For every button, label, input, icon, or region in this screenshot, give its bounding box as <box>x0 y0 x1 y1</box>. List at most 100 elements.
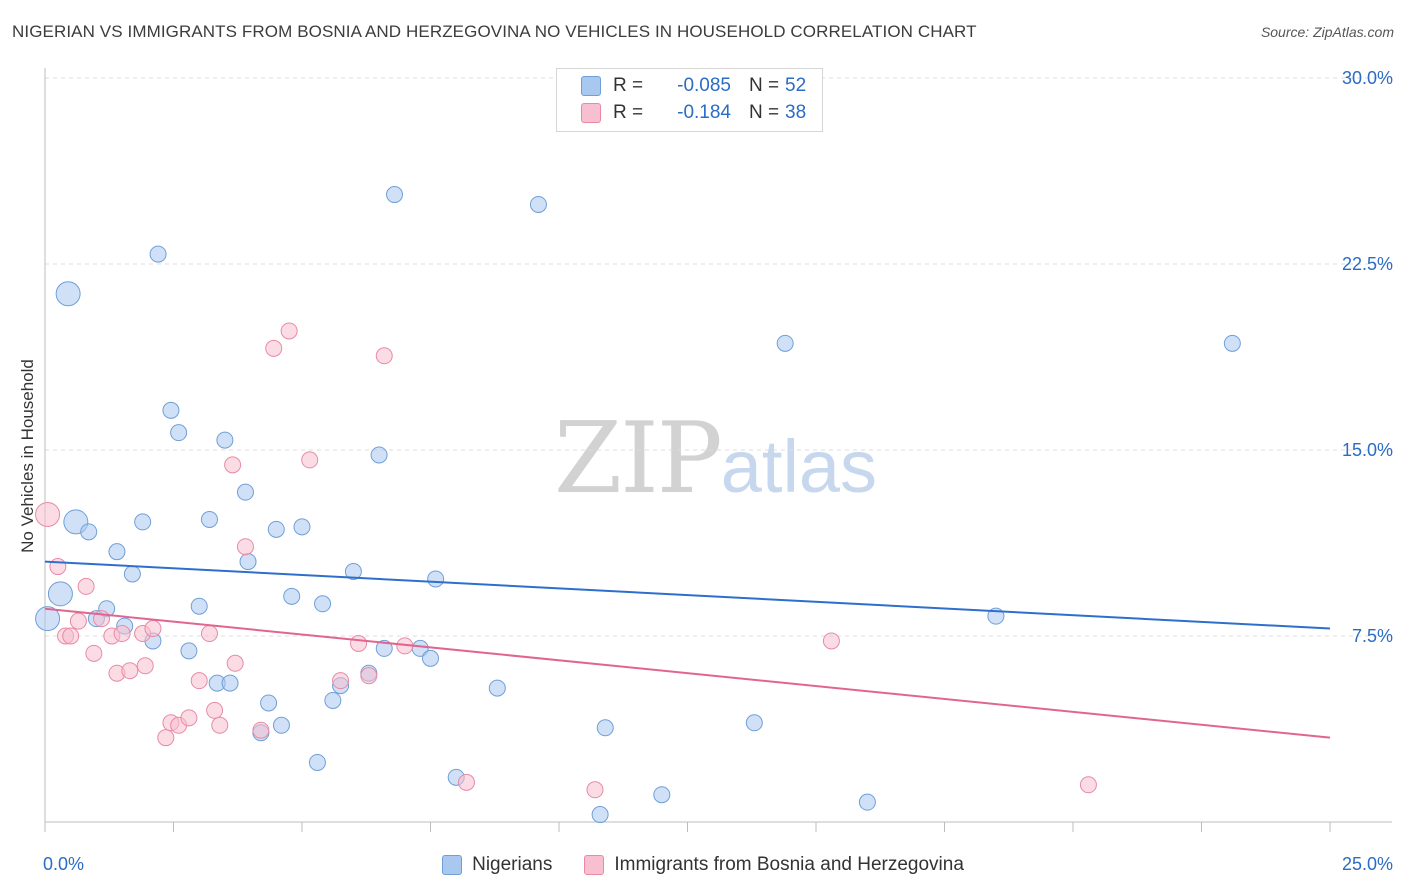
nigerian-point <box>427 570 445 588</box>
bosnia-point <box>226 654 244 672</box>
nigerian-point <box>653 786 671 804</box>
nigerian-point <box>422 649 439 667</box>
legend-row-bosnia: R = -0.184 N = 38 <box>581 100 806 126</box>
bosnia-point <box>301 451 319 469</box>
nigerian-point <box>267 520 285 538</box>
legend-swatch-bosnia <box>581 103 601 123</box>
y-tick-label: 15.0% <box>1342 440 1393 460</box>
nigerian-point <box>190 597 208 615</box>
nigerian-point <box>149 245 167 263</box>
watermark-atlas: atlas <box>720 425 878 508</box>
series-legend-bosnia: Immigrants from Bosnia and Herzegovina <box>584 854 964 876</box>
bosnia-point <box>144 620 162 638</box>
legend-n-value: 52 <box>785 75 807 96</box>
bosnia-point <box>224 456 242 474</box>
bosnia-point <box>280 322 298 340</box>
bosnia-point <box>206 701 224 719</box>
bosnia-point <box>822 632 840 650</box>
legend-n-label: N = <box>749 102 780 123</box>
nigerian-point <box>293 518 311 536</box>
series-swatch-bosnia <box>584 855 605 875</box>
correlation-legend: R = -0.085 N = 52 R = -0.184 N = 38 <box>556 68 823 132</box>
chart-title: NIGERIAN VS IMMIGRANTS FROM BOSNIA AND H… <box>12 22 977 41</box>
bosnia-point <box>136 657 154 675</box>
bosnia-point <box>375 347 393 365</box>
nigerian-point <box>221 674 239 692</box>
bosnia-point <box>157 729 175 747</box>
bosnia-point <box>265 339 283 357</box>
bosnia-point <box>190 672 208 690</box>
nigerian-point <box>55 281 81 307</box>
nigerian-point <box>324 691 342 709</box>
nigerian-point <box>260 694 278 712</box>
nigerian-point <box>272 716 290 734</box>
nigerian-point <box>180 642 198 660</box>
bosnia-point <box>69 612 87 630</box>
legend-n-label: N = <box>749 75 780 96</box>
nigerian-point <box>35 606 61 632</box>
nigerian-point <box>47 581 73 607</box>
legend-swatch-nigerians <box>581 76 601 96</box>
nigerian-point <box>386 186 404 204</box>
nigerian-point <box>283 587 301 605</box>
series-label-nigerians: Nigerians <box>472 854 553 875</box>
bosnia-point <box>77 577 95 595</box>
nigerian-point <box>170 424 188 442</box>
nigerian-point <box>529 195 547 213</box>
legend-row-nigerians: R = -0.085 N = 52 <box>581 73 806 99</box>
y-axis-label: No Vehicles in Household <box>18 359 37 553</box>
bosnia-point <box>200 625 218 643</box>
legend-r-value: -0.184 <box>677 102 731 123</box>
bosnia-point <box>85 644 103 662</box>
y-tick-label: 7.5% <box>1352 626 1393 646</box>
nigerian-point <box>745 714 763 732</box>
watermark-zip: ZIP <box>554 402 723 516</box>
legend-n-value: 38 <box>785 102 807 123</box>
bosnia-point <box>180 709 198 727</box>
nigerian-point <box>134 513 152 531</box>
bosnia-point <box>236 538 254 556</box>
series-swatch-nigerians <box>442 855 463 875</box>
nigerian-point <box>370 446 388 464</box>
series-label-bosnia: Immigrants from Bosnia and Herzegovina <box>614 854 964 875</box>
nigerian-point <box>591 806 609 824</box>
nigerian-point <box>596 719 614 737</box>
nigerian-point <box>80 523 98 541</box>
nigerian-point <box>239 553 257 571</box>
x-tick-label: 25.0% <box>1342 854 1393 874</box>
bosnia-point <box>1079 776 1097 794</box>
nigerian-point <box>314 595 332 613</box>
nigerian-point <box>776 334 794 352</box>
bosnia-point <box>211 716 229 734</box>
bosnia-point <box>62 627 80 645</box>
nigerian-point <box>162 401 180 419</box>
nigerian-point <box>375 639 393 657</box>
y-tick-label: 30.0% <box>1342 68 1393 88</box>
nigerian-point <box>200 510 218 528</box>
series-legend: Nigerians Immigrants from Bosnia and Her… <box>0 852 1406 878</box>
bosnia-point <box>121 662 139 680</box>
bosnia-point <box>332 672 350 690</box>
nigerian-point <box>344 563 362 581</box>
bosnia-point <box>360 667 378 685</box>
bosnia-point <box>350 634 368 652</box>
nigerian-point <box>1223 334 1241 352</box>
bosnia-point <box>113 625 131 643</box>
bosnia-point <box>586 781 604 799</box>
series-legend-nigerians: Nigerians <box>442 854 552 876</box>
watermark: ZIPatlas <box>554 402 877 516</box>
legend-r-label: R = <box>613 102 644 123</box>
legend-r-value: -0.085 <box>677 75 731 96</box>
legend-r-label: R = <box>613 75 644 96</box>
nigerian-point <box>123 565 141 583</box>
x-tick-label: 0.0% <box>43 854 84 874</box>
y-tick-label: 22.5% <box>1342 254 1393 274</box>
bosnia-trend-line <box>44 607 1331 739</box>
nigerian-point <box>216 431 234 449</box>
nigerian-point <box>308 753 326 771</box>
nigerian-point <box>108 543 126 561</box>
bosnia-point <box>49 558 67 576</box>
nigerian-point <box>858 793 876 811</box>
source-label: Source: ZipAtlas.com <box>1260 24 1394 40</box>
